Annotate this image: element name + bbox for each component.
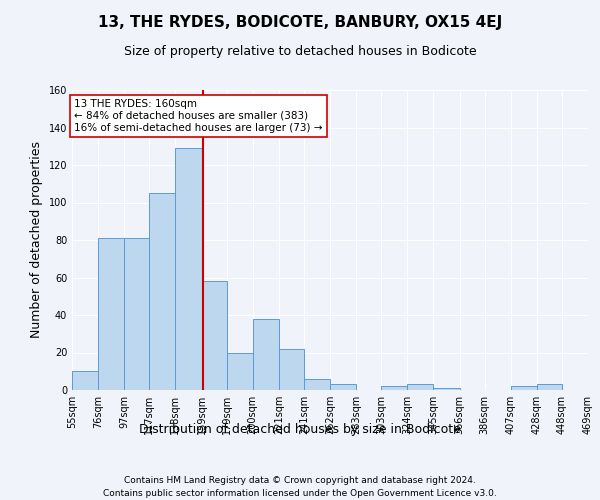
Bar bbox=[202, 281, 227, 390]
Bar bbox=[279, 349, 304, 390]
Bar bbox=[98, 238, 124, 390]
Bar bbox=[253, 319, 279, 390]
Text: 13 THE RYDES: 160sqm
← 84% of detached houses are smaller (383)
16% of semi-deta: 13 THE RYDES: 160sqm ← 84% of detached h… bbox=[74, 100, 323, 132]
Bar bbox=[330, 384, 356, 390]
Bar bbox=[407, 384, 433, 390]
Bar bbox=[537, 384, 562, 390]
Bar bbox=[381, 386, 407, 390]
Bar bbox=[304, 379, 330, 390]
Bar bbox=[149, 193, 175, 390]
Text: Distribution of detached houses by size in Bodicote: Distribution of detached houses by size … bbox=[139, 422, 461, 436]
Bar bbox=[124, 238, 149, 390]
Bar bbox=[433, 388, 460, 390]
Text: Contains HM Land Registry data © Crown copyright and database right 2024.: Contains HM Land Registry data © Crown c… bbox=[124, 476, 476, 485]
Text: Size of property relative to detached houses in Bodicote: Size of property relative to detached ho… bbox=[124, 45, 476, 58]
Bar bbox=[511, 386, 537, 390]
Bar bbox=[227, 352, 253, 390]
Bar bbox=[175, 148, 202, 390]
Y-axis label: Number of detached properties: Number of detached properties bbox=[30, 142, 43, 338]
Text: Contains public sector information licensed under the Open Government Licence v3: Contains public sector information licen… bbox=[103, 489, 497, 498]
Bar bbox=[72, 371, 98, 390]
Text: 13, THE RYDES, BODICOTE, BANBURY, OX15 4EJ: 13, THE RYDES, BODICOTE, BANBURY, OX15 4… bbox=[98, 15, 502, 30]
